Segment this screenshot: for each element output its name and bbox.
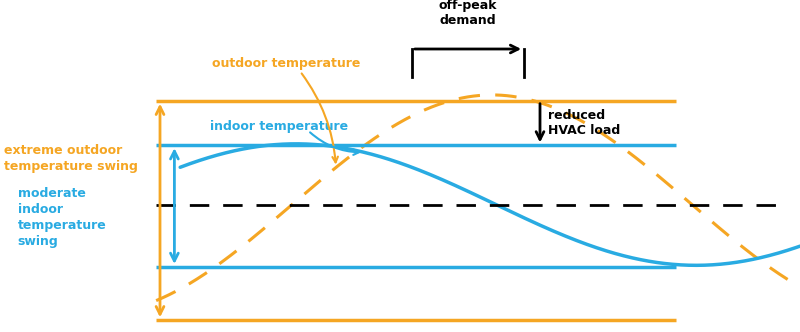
Text: indoor temperature: indoor temperature: [210, 120, 348, 132]
Text: extreme outdoor
temperature swing: extreme outdoor temperature swing: [4, 144, 138, 173]
Text: reduced
HVAC load: reduced HVAC load: [548, 109, 620, 137]
Text: off-peak
demand: off-peak demand: [438, 0, 498, 27]
Text: moderate
indoor
temperature
swing: moderate indoor temperature swing: [18, 187, 106, 248]
Text: outdoor temperature: outdoor temperature: [212, 57, 360, 70]
